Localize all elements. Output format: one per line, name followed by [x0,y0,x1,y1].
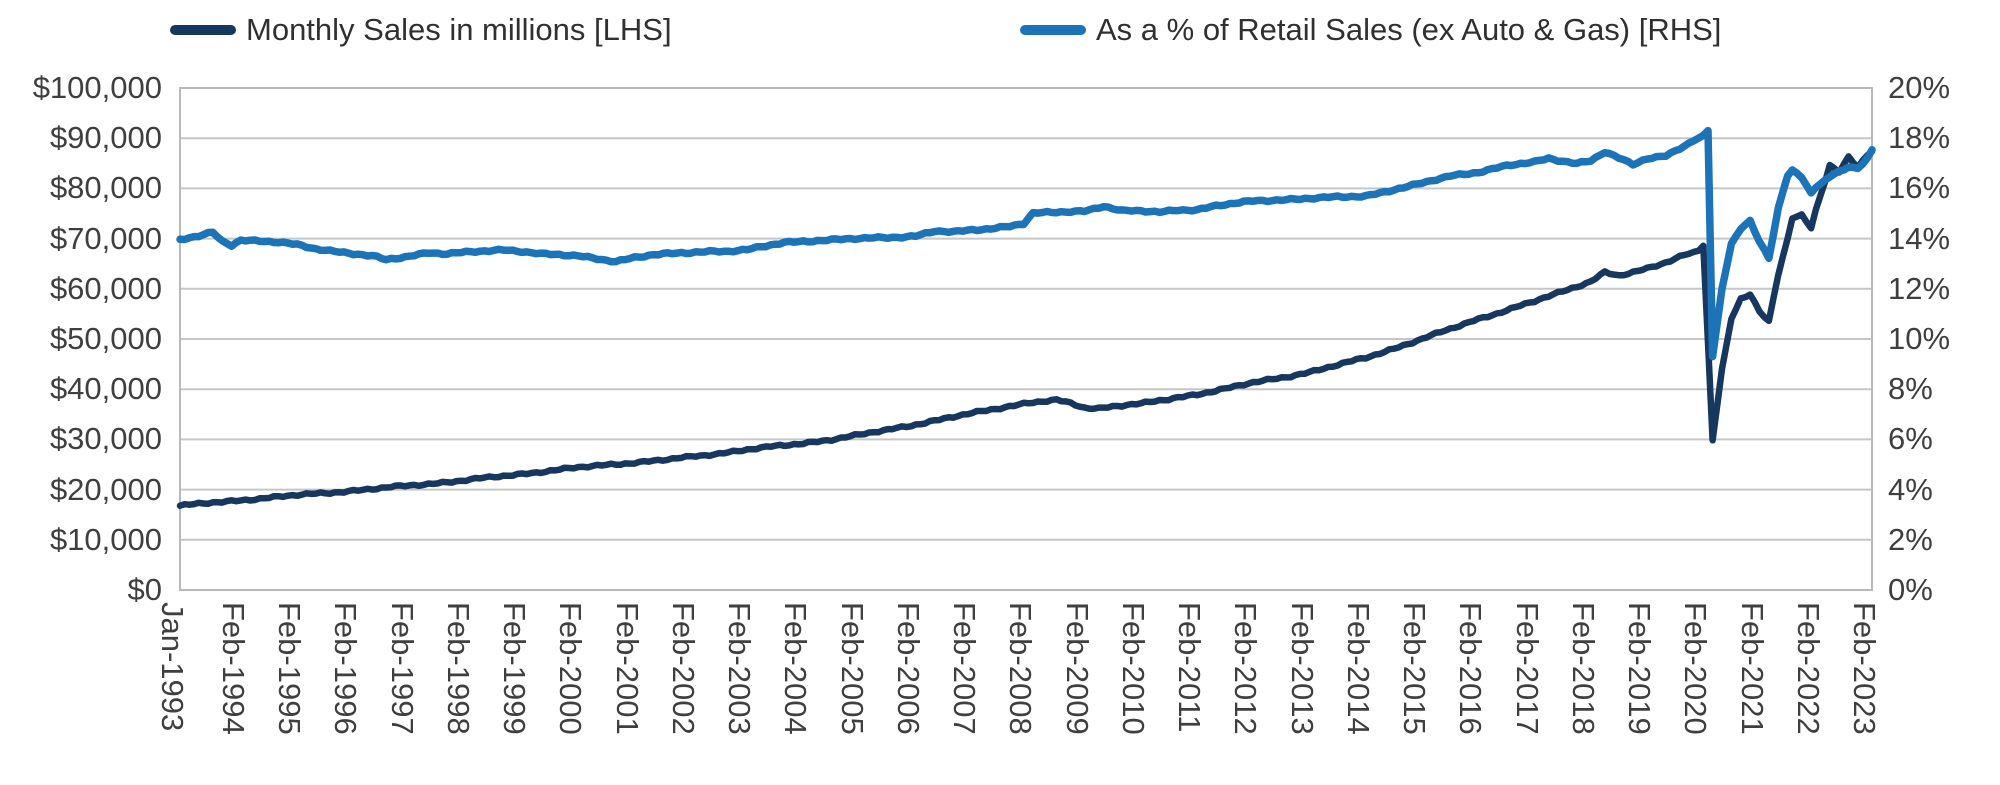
x-axis-label: Feb-2012 [1228,602,1264,735]
legend-item-monthly-sales: Monthly Sales in millions [LHS] [170,12,672,48]
y-axis-label-left: $40,000 [49,371,162,407]
x-axis-label: Feb-2014 [1340,602,1376,735]
y-axis-label-right: 10% [1888,321,1951,356]
x-axis-label: Feb-1997 [384,602,420,735]
x-axis-label: Feb-1998 [440,602,476,735]
x-axis-label: Feb-2023 [1847,602,1882,735]
y-axis-label-left: $90,000 [49,120,162,156]
legend-swatch-rhs-line [1020,25,1086,35]
x-axis-label: Feb-2010 [1115,602,1151,735]
x-axis-label: Feb-2015 [1397,602,1433,735]
x-axis-label: Feb-1999 [497,602,533,735]
y-axis-label-right: 20% [1888,70,1951,105]
y-axis-label-left: $80,000 [49,170,162,206]
x-axis-label: Feb-2009 [1059,602,1095,735]
x-axis-label: Feb-2022 [1790,602,1826,735]
x-axis-label: Feb-2020 [1678,602,1714,735]
y-axis-label-right: 0% [1888,572,1933,607]
y-axis-label-left: $0 [127,572,162,607]
y-axis-label-right: 16% [1888,170,1951,206]
y-axis-label-left: $70,000 [49,220,162,256]
x-axis-label: Feb-2007 [947,602,983,735]
x-axis-label: Feb-2018 [1565,602,1601,735]
x-axis-label: Feb-1995 [272,602,308,735]
x-axis-label: Feb-1996 [328,602,364,735]
x-axis-label: Feb-2001 [609,602,645,735]
legend-swatch-lhs-line [170,25,236,35]
x-axis-label: Feb-2005 [834,602,870,735]
x-axis-label: Jan-1993 [155,602,190,732]
x-axis-label: Feb-2004 [778,602,814,735]
series-line-pct-retail [176,126,1876,361]
y-axis-label-left: $100,000 [32,70,162,105]
y-axis-label-left: $30,000 [49,421,162,457]
x-axis-label: Feb-2011 [1172,602,1208,733]
legend-item-pct-retail-sales: As a % of Retail Sales (ex Auto & Gas) [… [1020,12,1721,48]
legend-label-rhs: As a % of Retail Sales (ex Auto & Gas) [… [1096,12,1722,47]
y-axis-label-left: $50,000 [49,321,162,356]
y-axis-label-right: 6% [1888,421,1933,457]
x-axis-label: Feb-2017 [1509,602,1545,735]
x-axis-label: Feb-2013 [1284,602,1320,735]
x-axis-label: Feb-2002 [665,602,701,735]
x-axis-label: Feb-2003 [722,602,758,735]
x-axis-label: Feb-2008 [1003,602,1039,735]
x-axis-label: Feb-2006 [890,602,926,735]
y-axis-label-right: 14% [1888,220,1951,256]
series-line-monthly-sales [176,148,1876,509]
y-axis-label-right: 8% [1888,371,1933,407]
y-axis-label-left: $60,000 [49,270,162,306]
y-axis-label-right: 18% [1888,120,1951,156]
y-axis-label-right: 4% [1888,471,1933,507]
x-axis-label: Feb-2021 [1734,602,1770,735]
x-axis-label: Feb-2019 [1622,602,1658,735]
y-axis-label-right: 2% [1888,521,1933,557]
x-axis-label: Feb-2016 [1453,602,1489,735]
y-axis-label-left: $20,000 [49,471,162,507]
x-axis-label: Feb-1994 [215,602,251,735]
y-axis-label-right: 12% [1888,270,1951,306]
y-axis-label-left: $10,000 [49,521,162,557]
legend-label-lhs: Monthly Sales in millions [LHS] [246,12,672,47]
x-axis-label: Feb-2000 [553,602,589,735]
